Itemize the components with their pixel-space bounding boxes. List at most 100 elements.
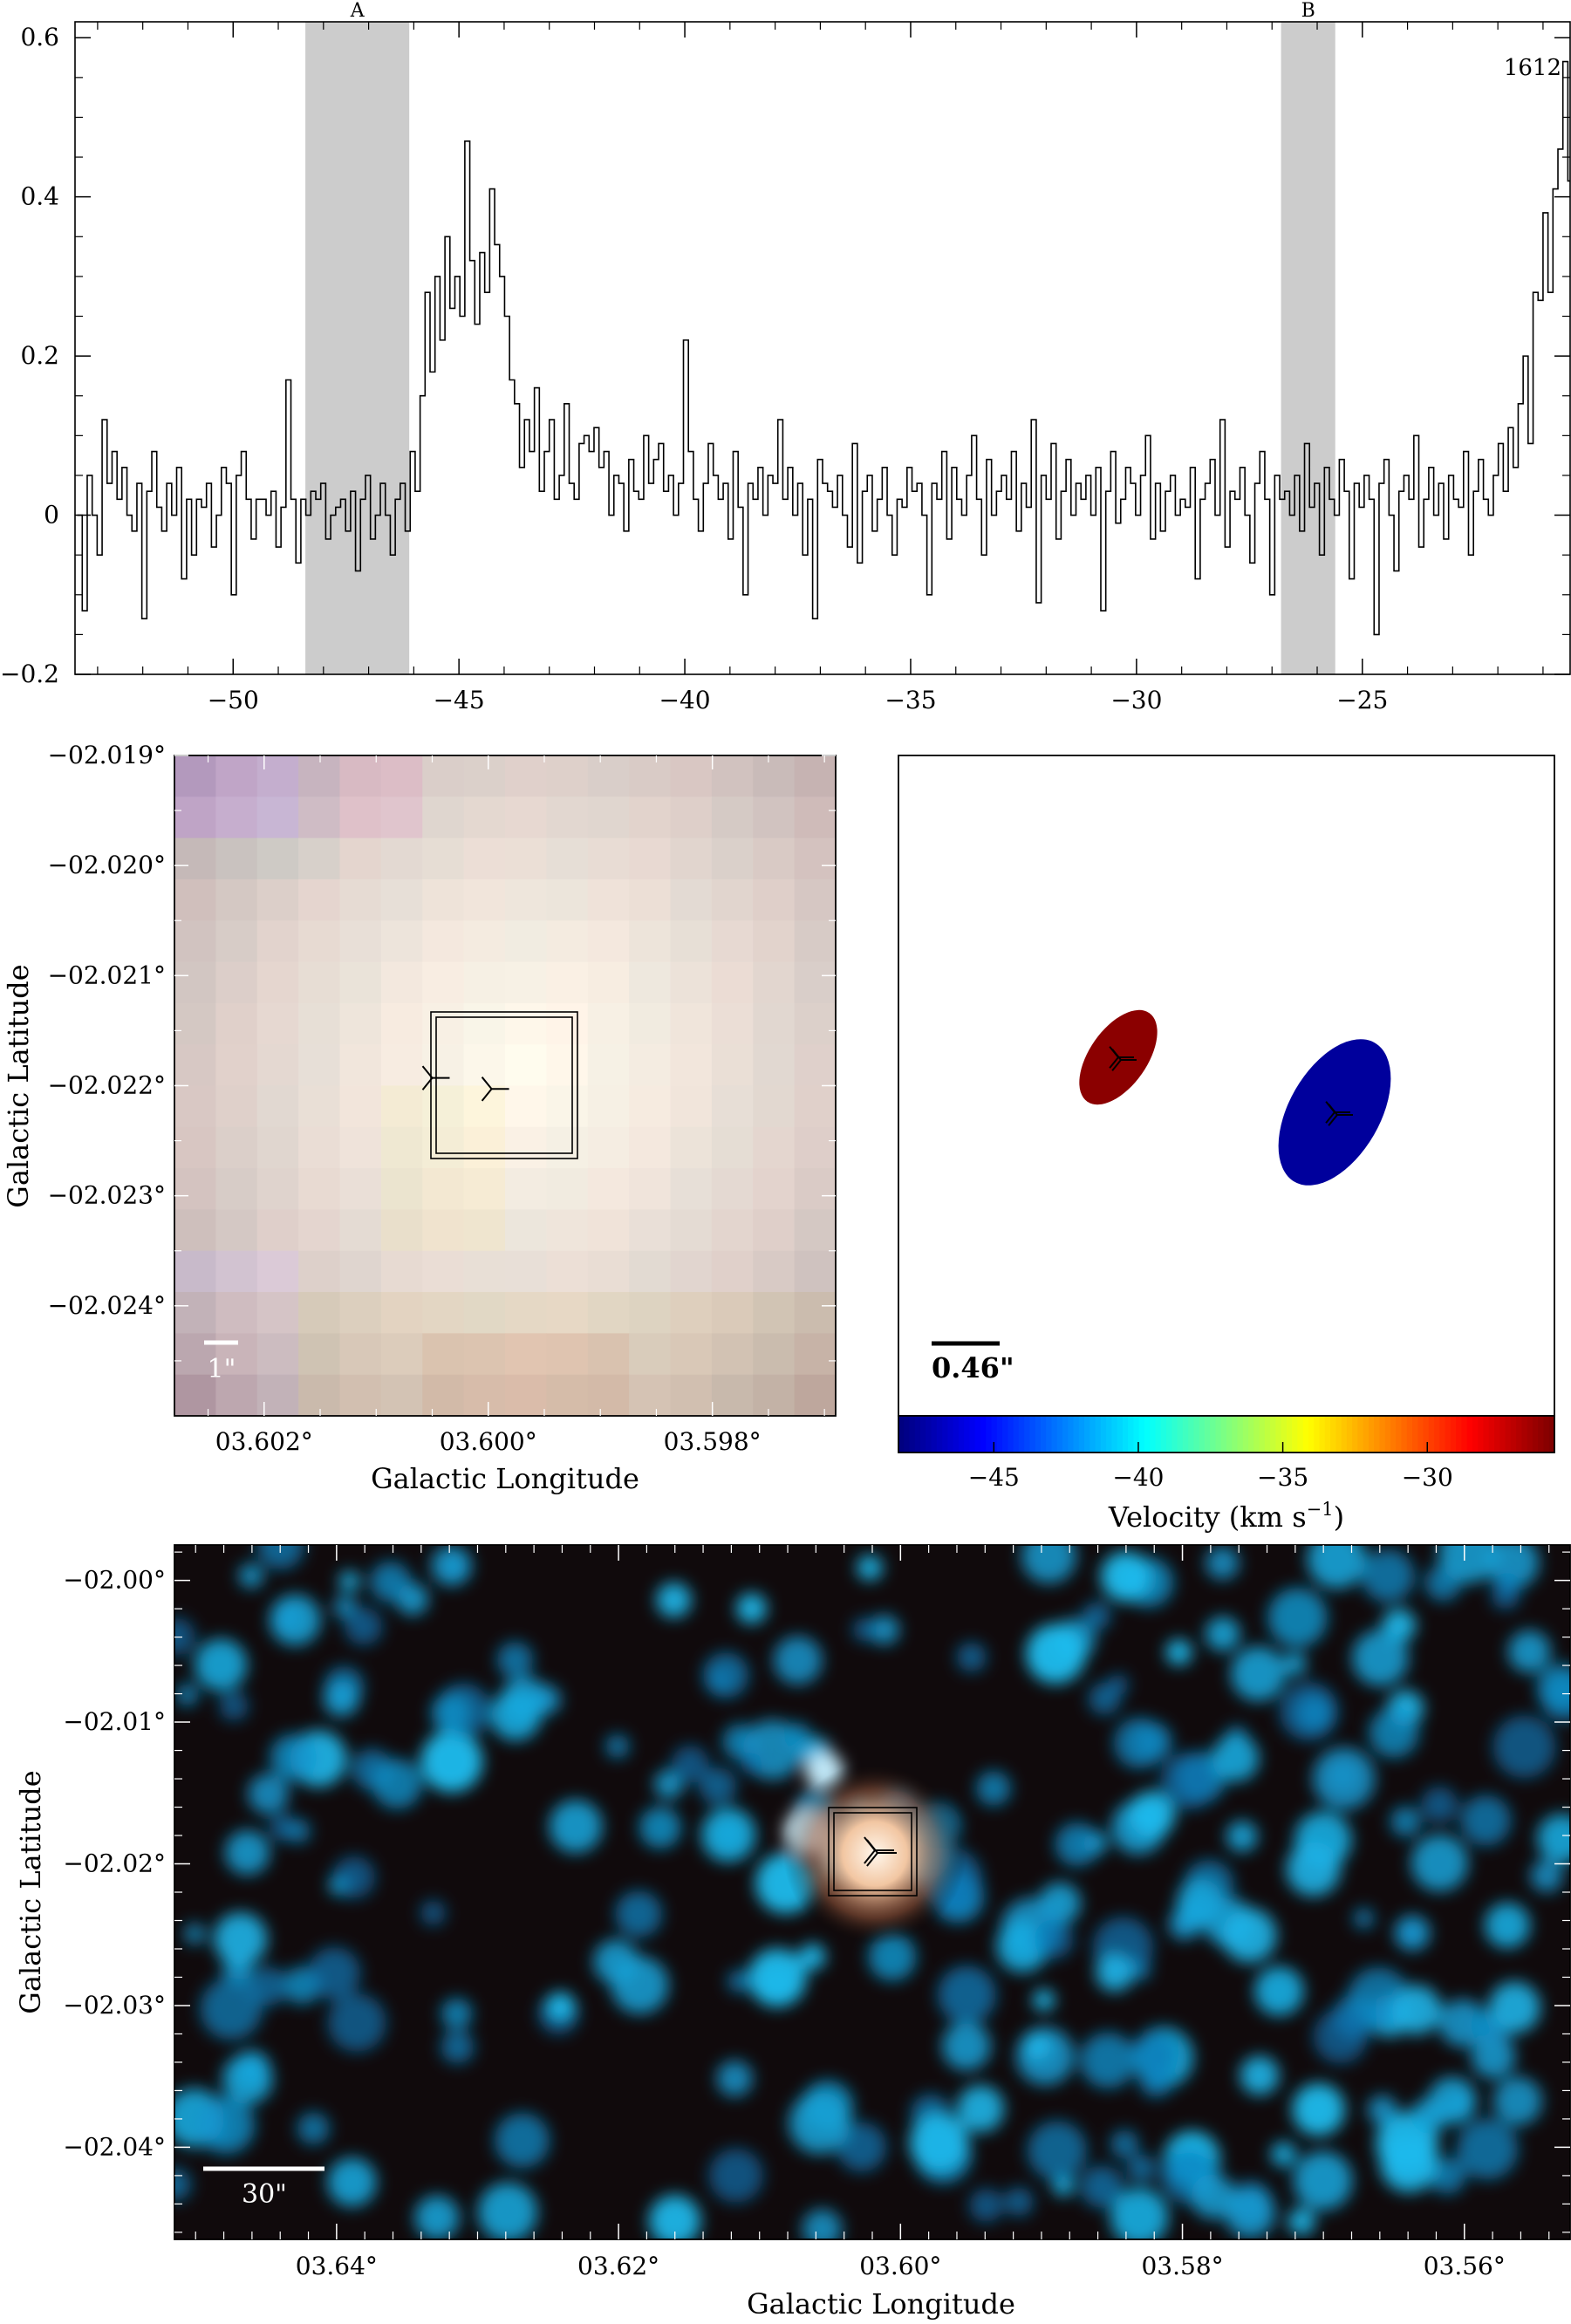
colorbar-segment [1538,1416,1545,1452]
cutout-pixel [298,1333,341,1376]
cutout-pixel [546,1374,589,1416]
widefield-star [1096,1953,1134,1992]
cutout-pixel [629,837,672,880]
cutout-pixel [215,1333,258,1376]
cutout-pixel [794,1209,836,1252]
widefield-ytick-label: −02.02° [63,1849,166,1878]
cutout-pixel [546,755,589,797]
widefield-star [1493,2076,1542,2126]
cutout-pixel [463,1085,506,1128]
spectrum-tick-labels: −50 −45 −40 −35 −30 −25 −0.2 0 0.2 0.4 0.6 [0,23,1388,714]
colorbar-segment [904,1416,911,1452]
widefield-star [1313,2009,1368,2064]
widefield-marker-arm2 [866,1852,878,1867]
colorbar-segment [1445,1416,1451,1452]
colorbar-segment [953,1416,960,1452]
cutout-pixel [794,1250,836,1293]
cutout-pixel [215,1250,258,1293]
widefield-star [1288,2207,1315,2236]
colorbar-segment [1051,1416,1058,1452]
cutout-pixel [380,1250,423,1293]
widefield-star [1127,2154,1156,2183]
cutout-pixel [711,796,754,839]
cutout-pixel [753,961,796,1004]
widefield-star [370,1561,412,1603]
cutout-pixel [505,878,547,921]
cutout-pixel [629,1292,672,1334]
velocity-axes-frame [898,755,1555,1417]
colorbar-segment [1177,1416,1184,1452]
cutout-pixel [711,1292,754,1334]
cutout-pixel [298,878,341,921]
cutout-pixel [422,961,465,1004]
widefield-star [549,1800,603,1854]
cutout-pixel [794,1374,836,1416]
cutout-pixel [463,796,506,839]
colorbar-segment [1428,1416,1435,1452]
colorbar-segment [1548,1416,1555,1452]
colorbar-segment [1527,1416,1533,1452]
cutout-pixel [670,1292,713,1334]
cutout-tick-labels: 03.602° 03.600° 03.598° −02.019° −02.020° −02… [48,741,762,1456]
widefield-star [1032,1989,1055,2012]
cutout-pixel [339,1168,382,1211]
cutout-pixel [422,1044,465,1087]
widefield-star [338,1570,360,1592]
widefield-box-outer [828,1807,918,1897]
cutout-pixel [546,961,589,1004]
cutout-pixel [422,920,465,963]
widefield-star [802,2209,843,2239]
cutout-pixel [380,837,423,880]
widefield-stars [174,1545,1570,2239]
widefield-star [799,1943,826,1971]
cutout-pixel [298,755,341,797]
colorbar-segment [974,1416,981,1452]
widefield-star [197,2096,256,2154]
widefield-star [1491,1581,1520,1610]
colorbar-segment [1461,1416,1468,1452]
colorbar-segment [1521,1416,1528,1452]
cutout-pixel [753,1292,796,1334]
colorbar-segment [1264,1416,1271,1452]
cutout-pixel [505,837,547,880]
widefield-star [1023,2032,1052,2061]
widefield-star [857,1555,883,1581]
widefield-star [1131,2031,1178,2078]
widefield-star [837,2122,887,2172]
colorbar-segment [1406,1416,1413,1452]
cutout-pixel [629,1168,672,1211]
colorbar-segment [1423,1416,1430,1452]
widefield-star [937,1965,996,2025]
widefield-star [773,1636,823,1685]
colorbar-segment [1396,1416,1403,1452]
widefield-star [1279,1681,1339,1741]
cutout-pixel [753,1085,796,1128]
widefield-star [1361,1548,1415,1603]
spectrum-xtick-label: −35 [885,686,936,714]
colorbar-segment [1357,1416,1364,1452]
widefield-star [442,1554,470,1582]
colorbar-segment [1259,1416,1266,1452]
cutout-pixel [670,1002,713,1045]
cutout-ytick-label: −02.024° [48,1291,166,1320]
widefield-panel: 03.64° 03.62° 03.60° 03.58° 03.56° −02.00° −02… [14,1544,1571,2321]
widefield-star [1004,2187,1034,2217]
widefield-star [1460,1794,1512,1846]
cutout-pixel [670,796,713,839]
cutout-pixel [339,961,382,1004]
colorbar-segment [1532,1416,1539,1452]
cutout-pixel [422,1374,465,1416]
colorbar-segment [1128,1416,1135,1452]
widefield-star [1438,1545,1499,1583]
colorbar-segment [1450,1416,1457,1452]
colorbar-segment [964,1416,971,1452]
widefield-star [1507,1630,1551,1673]
cutout-pixel [174,878,216,921]
cutout-pixel [422,796,465,839]
cutout-pixel [670,878,713,921]
colorbar-segment [958,1416,965,1452]
cutout-pixel [587,1002,630,1045]
cutout-pixel [505,1002,547,1045]
widefield-star [1205,1616,1240,1651]
spectrum-ytick-label: 0.4 [20,182,59,211]
